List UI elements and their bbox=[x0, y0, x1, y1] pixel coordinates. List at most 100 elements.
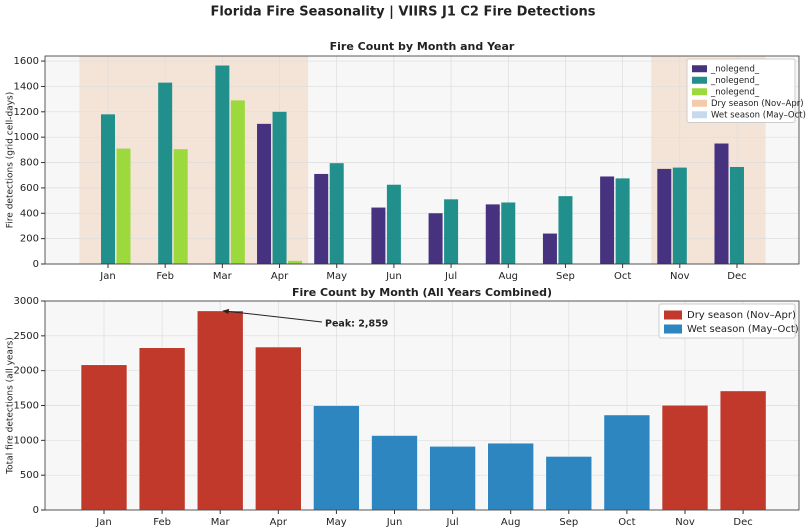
legend-swatch bbox=[664, 324, 682, 334]
bar bbox=[661, 404, 709, 511]
y-tick-label: 1000 bbox=[14, 132, 39, 143]
y-tick-label: 3000 bbox=[14, 296, 39, 307]
bar bbox=[215, 65, 230, 264]
x-tick-label: Aug bbox=[498, 271, 518, 282]
y-axis-label: Fire detections (grid cell-days) bbox=[6, 92, 16, 228]
legend-label: _nolegend_ bbox=[710, 64, 760, 74]
legend-swatch bbox=[692, 111, 707, 119]
y-tick-label: 2000 bbox=[14, 366, 39, 377]
x-tick-label: Jun bbox=[385, 271, 402, 282]
x-tick-label: Jul bbox=[444, 271, 457, 282]
x-tick-label: Dec bbox=[733, 517, 752, 528]
bar bbox=[485, 204, 500, 264]
annotation-arrowhead bbox=[222, 308, 230, 314]
x-tick-label: Jun bbox=[386, 517, 403, 528]
bar bbox=[173, 149, 188, 264]
bar bbox=[542, 233, 557, 264]
bar bbox=[487, 442, 535, 511]
y-tick-label: 1400 bbox=[14, 81, 39, 92]
x-tick-label: Nov bbox=[670, 271, 690, 282]
bar bbox=[729, 166, 744, 264]
y-tick-label: 200 bbox=[20, 234, 39, 245]
y-tick-label: 2500 bbox=[14, 331, 39, 342]
bar bbox=[672, 167, 687, 264]
bar bbox=[196, 310, 244, 511]
x-tick-label: Feb bbox=[153, 517, 171, 528]
x-tick-label: Dec bbox=[727, 271, 746, 282]
bar bbox=[600, 176, 615, 264]
x-tick-label: Jan bbox=[95, 517, 111, 528]
x-tick-label: May bbox=[326, 517, 347, 528]
y-tick-label: 0 bbox=[33, 505, 39, 516]
annotation-text: Peak: 2,859 bbox=[325, 319, 388, 330]
legend-label: Dry season (Nov–Apr) bbox=[711, 99, 804, 109]
y-tick-label: 500 bbox=[20, 470, 39, 481]
chart-title: Fire Count by Month (All Years Combined) bbox=[292, 286, 552, 299]
bar bbox=[158, 82, 173, 264]
x-tick-label: Jul bbox=[446, 517, 459, 528]
bar bbox=[657, 168, 672, 264]
y-tick-label: 1500 bbox=[14, 401, 39, 412]
legend-box bbox=[658, 303, 796, 339]
bar bbox=[230, 100, 245, 264]
legend-label: Dry season (Nov–Apr) bbox=[687, 310, 796, 321]
bar bbox=[603, 414, 651, 511]
bar bbox=[138, 347, 186, 511]
legend-box bbox=[686, 58, 796, 123]
x-tick-label: Nov bbox=[675, 517, 695, 528]
x-tick-label: Sep bbox=[559, 517, 578, 528]
bar bbox=[714, 143, 729, 264]
y-tick-label: 400 bbox=[20, 208, 39, 219]
x-tick-label: Jan bbox=[99, 271, 115, 282]
y-tick-label: 800 bbox=[20, 158, 39, 169]
bar bbox=[386, 184, 401, 264]
bar bbox=[255, 346, 302, 511]
bar bbox=[429, 445, 476, 511]
x-tick-label: Aug bbox=[501, 517, 521, 528]
legend-swatch bbox=[692, 88, 707, 96]
bar bbox=[288, 260, 303, 264]
bar bbox=[329, 163, 344, 264]
annotation-arrow bbox=[223, 310, 323, 323]
legend-label: _nolegend_ bbox=[710, 76, 760, 86]
legend-swatch bbox=[692, 99, 707, 107]
bar bbox=[313, 405, 360, 511]
bar bbox=[272, 111, 287, 265]
legend-swatch bbox=[664, 310, 682, 320]
x-tick-label: Sep bbox=[556, 271, 575, 282]
axes-frame bbox=[44, 55, 800, 265]
y-tick-label: 1200 bbox=[14, 107, 39, 118]
bar bbox=[371, 207, 386, 264]
legend-label: _nolegend_ bbox=[710, 87, 760, 97]
bar bbox=[558, 196, 573, 264]
figure-title: Florida Fire Seasonality | VIIRS J1 C2 F… bbox=[210, 5, 595, 20]
bar bbox=[257, 123, 272, 264]
bar bbox=[545, 456, 593, 511]
bar bbox=[719, 390, 767, 511]
x-tick-label: Oct bbox=[618, 517, 635, 528]
y-tick-label: 1600 bbox=[14, 56, 39, 67]
bar bbox=[615, 178, 630, 264]
bar bbox=[80, 364, 128, 511]
chart-title: Fire Count by Month and Year bbox=[330, 40, 515, 53]
legend-label: Wet season (May–Oct) bbox=[711, 110, 806, 120]
legend-label: Wet season (May–Oct) bbox=[687, 324, 799, 335]
bar bbox=[428, 213, 443, 264]
y-tick-label: 0 bbox=[33, 259, 39, 270]
bar bbox=[444, 199, 459, 264]
bar bbox=[501, 202, 516, 264]
x-tick-label: Oct bbox=[614, 271, 631, 282]
x-tick-label: Feb bbox=[156, 271, 174, 282]
bar bbox=[116, 148, 131, 264]
axes-frame bbox=[44, 300, 800, 511]
bar bbox=[314, 173, 329, 264]
x-tick-label: Mar bbox=[211, 517, 231, 528]
y-axis-label: Total fire detections (all years) bbox=[6, 337, 16, 475]
legend-swatch bbox=[692, 65, 707, 73]
y-tick-label: 600 bbox=[20, 183, 39, 194]
x-tick-label: Mar bbox=[213, 271, 233, 282]
x-tick-label: May bbox=[326, 271, 347, 282]
y-tick-label: 1000 bbox=[14, 435, 39, 446]
x-tick-label: Apr bbox=[270, 517, 288, 528]
